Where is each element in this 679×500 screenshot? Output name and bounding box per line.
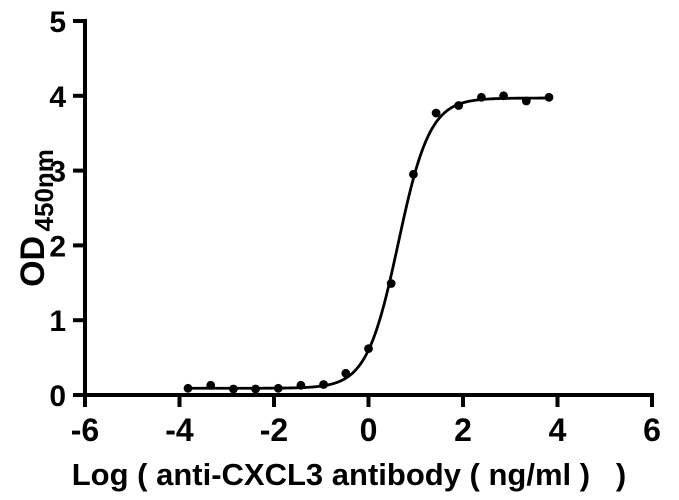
y-axis-label-subscript: 450nm [29, 149, 59, 231]
x-axis-ticks [83, 395, 654, 407]
y-axis-tick-label: 1 [49, 305, 66, 338]
y-axis-tick-label: 2 [49, 230, 66, 263]
x-axis-tick-label: 0 [360, 412, 378, 448]
data-point [477, 92, 486, 102]
x-axis-tick-label: -6 [71, 412, 99, 448]
y-axis-tick-label: 3 [49, 156, 66, 189]
data-point [183, 383, 193, 393]
y-axis-tick-label: 0 [49, 380, 66, 413]
data-point [431, 108, 441, 118]
data-point [341, 368, 351, 378]
data-point [499, 91, 508, 101]
x-axis-label: Log ( anti-CXCL3 antibody ( ng/ml ) ) [72, 457, 627, 492]
x-axis-tick-label: 4 [549, 412, 567, 448]
data-point [386, 279, 396, 288]
data-point [273, 383, 283, 393]
data-points [183, 91, 554, 394]
data-point [206, 380, 216, 390]
data-point [454, 101, 464, 110]
y-axis-label-main: OD [14, 236, 52, 287]
y-axis-tick-label: 4 [49, 81, 66, 114]
x-axis-tick-label: 2 [454, 412, 472, 448]
data-point [229, 384, 238, 394]
y-axis-tick-label: 5 [49, 6, 66, 39]
data-point [409, 169, 418, 179]
x-axis-tick-label: -2 [260, 412, 288, 448]
y-axis-tick-labels: 0 1 2 3 4 5 [49, 6, 66, 413]
data-point [364, 344, 373, 353]
data-point [521, 96, 531, 106]
data-point [296, 380, 306, 390]
x-axis-tick-label: 6 [643, 412, 661, 448]
x-axis-tick-labels: -6 -4 -2 0 2 4 6 [71, 412, 661, 448]
data-point [251, 384, 260, 394]
data-point [319, 380, 328, 389]
x-axis-tick-label: -4 [165, 412, 194, 448]
y-axis-label: OD 450nm [14, 149, 59, 287]
data-point [544, 92, 554, 102]
